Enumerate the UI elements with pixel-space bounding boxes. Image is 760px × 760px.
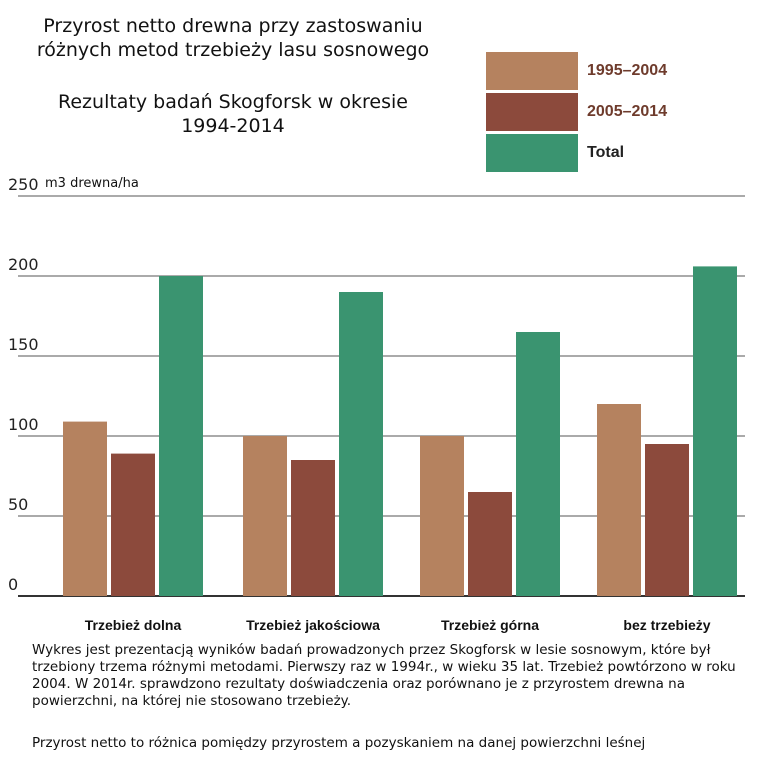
legend: 1995–2004 2005–2014 Total: [486, 52, 746, 182]
y-tick-label-200: 200: [8, 255, 39, 274]
subtitle-line-1: Rezultaty badań Skogforsk w okresie: [58, 91, 408, 113]
x-tick-label-2: Trzebież jakościowa: [246, 617, 380, 633]
y-tick-label-50: 50: [8, 495, 28, 514]
bar-2-2005-2014: [291, 460, 335, 596]
y-tick-label-250: 250: [8, 175, 39, 194]
y-axis-unit-label: m3 drewna/ha: [45, 176, 139, 191]
title-line-2: różnych metod trzebieży lasu sosnowego: [36, 39, 430, 61]
chart-subtitle: Rezultaty badań Skogforsk w okresie 1994…: [8, 90, 458, 138]
bar-2-total: [339, 292, 383, 596]
legend-swatch-1995-2004: [486, 52, 578, 90]
x-tick-label-3: Trzebież górna: [441, 617, 539, 633]
bar-1-2005-2014: [111, 453, 155, 596]
bar-4-2005-2014: [645, 444, 689, 596]
bar-3-1995-2004: [420, 436, 464, 596]
subtitle-line-2: 1994-2014: [181, 115, 285, 137]
chart-title: Przyrost netto drewna przy zastoswaniu r…: [8, 14, 458, 62]
legend-label-total: Total: [587, 144, 625, 161]
x-tick-label-1: Trzebież dolna: [85, 617, 182, 633]
legend-item-total: Total: [486, 134, 746, 172]
legend-label-2005-2014: 2005–2014: [587, 103, 668, 120]
bar-1-total: [159, 276, 203, 596]
legend-swatch-2005-2014: [486, 93, 578, 131]
bar-2-1995-2004: [243, 436, 287, 596]
y-tick-label-100: 100: [8, 415, 39, 434]
bar-4-1995-2004: [597, 404, 641, 596]
legend-item-1995-2004: 1995–2004: [486, 52, 746, 90]
x-tick-label-4: bez trzebieży: [623, 617, 710, 633]
description-paragraph: Wykres jest prezentacją wyników badań pr…: [32, 642, 736, 709]
legend-label-1995-2004: 1995–2004: [587, 62, 668, 79]
bar-4-total: [693, 266, 737, 596]
legend-item-2005-2014: 2005–2014: [486, 93, 746, 131]
y-tick-label-150: 150: [8, 335, 39, 354]
bar-3-2005-2014: [468, 492, 512, 596]
bar-chart: 0 50 100 150 200 250 Trzebież dolna Trzebież ja…: [8, 175, 745, 633]
y-tick-label-0: 0: [8, 575, 18, 594]
title-line-1: Przyrost netto drewna przy zastoswaniu: [43, 15, 423, 37]
legend-swatch-total: [486, 134, 578, 172]
definition-paragraph: Przyrost netto to różnica pomiędzy przyr…: [32, 735, 646, 751]
bar-1-1995-2004: [63, 421, 107, 596]
bar-3-total: [516, 332, 560, 596]
